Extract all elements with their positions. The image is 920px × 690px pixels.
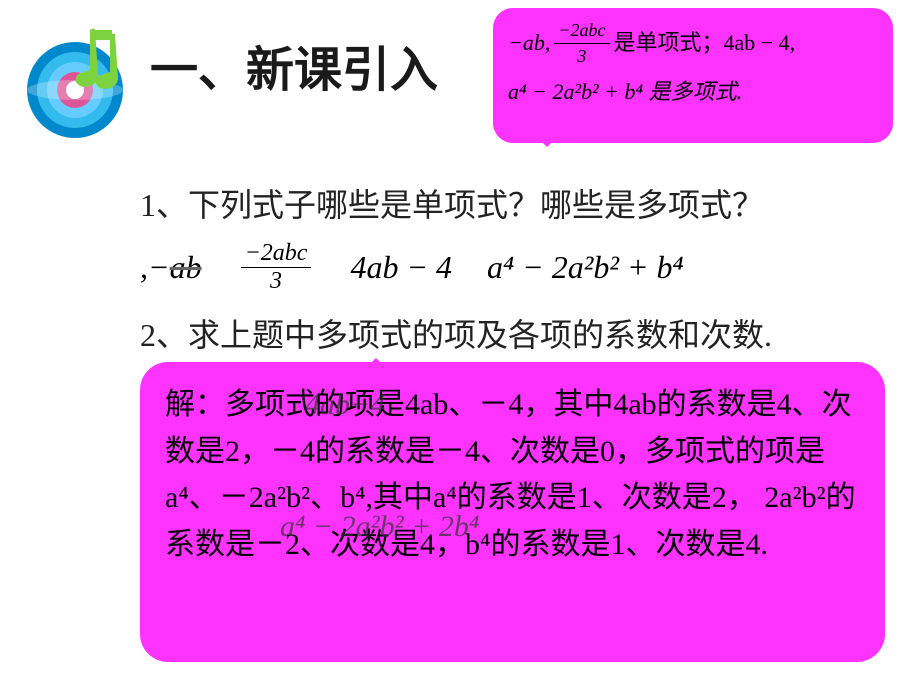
speech-top-line2: a⁴ − 2a²b² + b⁴ 是多项式. bbox=[508, 77, 878, 108]
expr1-struck: ab bbox=[170, 249, 202, 285]
expr2-num: −2abc bbox=[241, 240, 312, 268]
expr-2: −2abc 3 bbox=[241, 240, 312, 295]
music-disc-icon bbox=[20, 20, 140, 140]
overlay-expr-2: a⁴ − 2a²b² + 2b⁴ bbox=[280, 510, 479, 544]
expr1-prefix: ,− bbox=[140, 249, 170, 285]
st-frac: −2abc 3 bbox=[554, 18, 609, 69]
overlay-expr-1: 4ab−4 bbox=[305, 388, 385, 422]
st-frac-num: −2abc bbox=[554, 18, 609, 44]
st-tail1: 是单项式；4ab − 4, bbox=[614, 28, 796, 59]
answer-text: 解：多项式的项是4ab、－4，其中4ab的系数是4、次数是2，－4的系数是－4、… bbox=[165, 388, 856, 561]
expr2-den: 3 bbox=[270, 268, 282, 295]
expr-1: ,−ab bbox=[140, 249, 202, 286]
expr-4: a⁴ − 2a²b² + b⁴ bbox=[487, 249, 684, 286]
speech-top-line1: −ab, −2abc 3 是单项式；4ab − 4, bbox=[508, 18, 878, 69]
st-line2: a⁴ − 2a²b² + b⁴ 是多项式. bbox=[508, 77, 742, 108]
question-1: 1、下列式子哪些是单项式？哪些是多项式？ bbox=[140, 180, 764, 226]
answer-bubble: 解：多项式的项是4ab、－4，其中4ab的系数是4、次数是2，－4的系数是－4、… bbox=[140, 362, 885, 662]
speech-bubble-top: −ab, −2abc 3 是单项式；4ab − 4, a⁴ − 2a²b² + … bbox=[493, 8, 893, 143]
section-title: 一、新课引入 bbox=[150, 30, 438, 100]
st-frac-den: 3 bbox=[577, 44, 586, 69]
st-expr1: −ab, bbox=[508, 28, 550, 59]
expr-3: 4ab − 4 bbox=[350, 249, 452, 286]
question-2: 2、求上题中多项式的项及各项的系数和次数. bbox=[140, 310, 772, 356]
expression-row: ,−ab −2abc 3 4ab − 4 a⁴ − 2a²b² + b⁴ bbox=[140, 240, 900, 295]
